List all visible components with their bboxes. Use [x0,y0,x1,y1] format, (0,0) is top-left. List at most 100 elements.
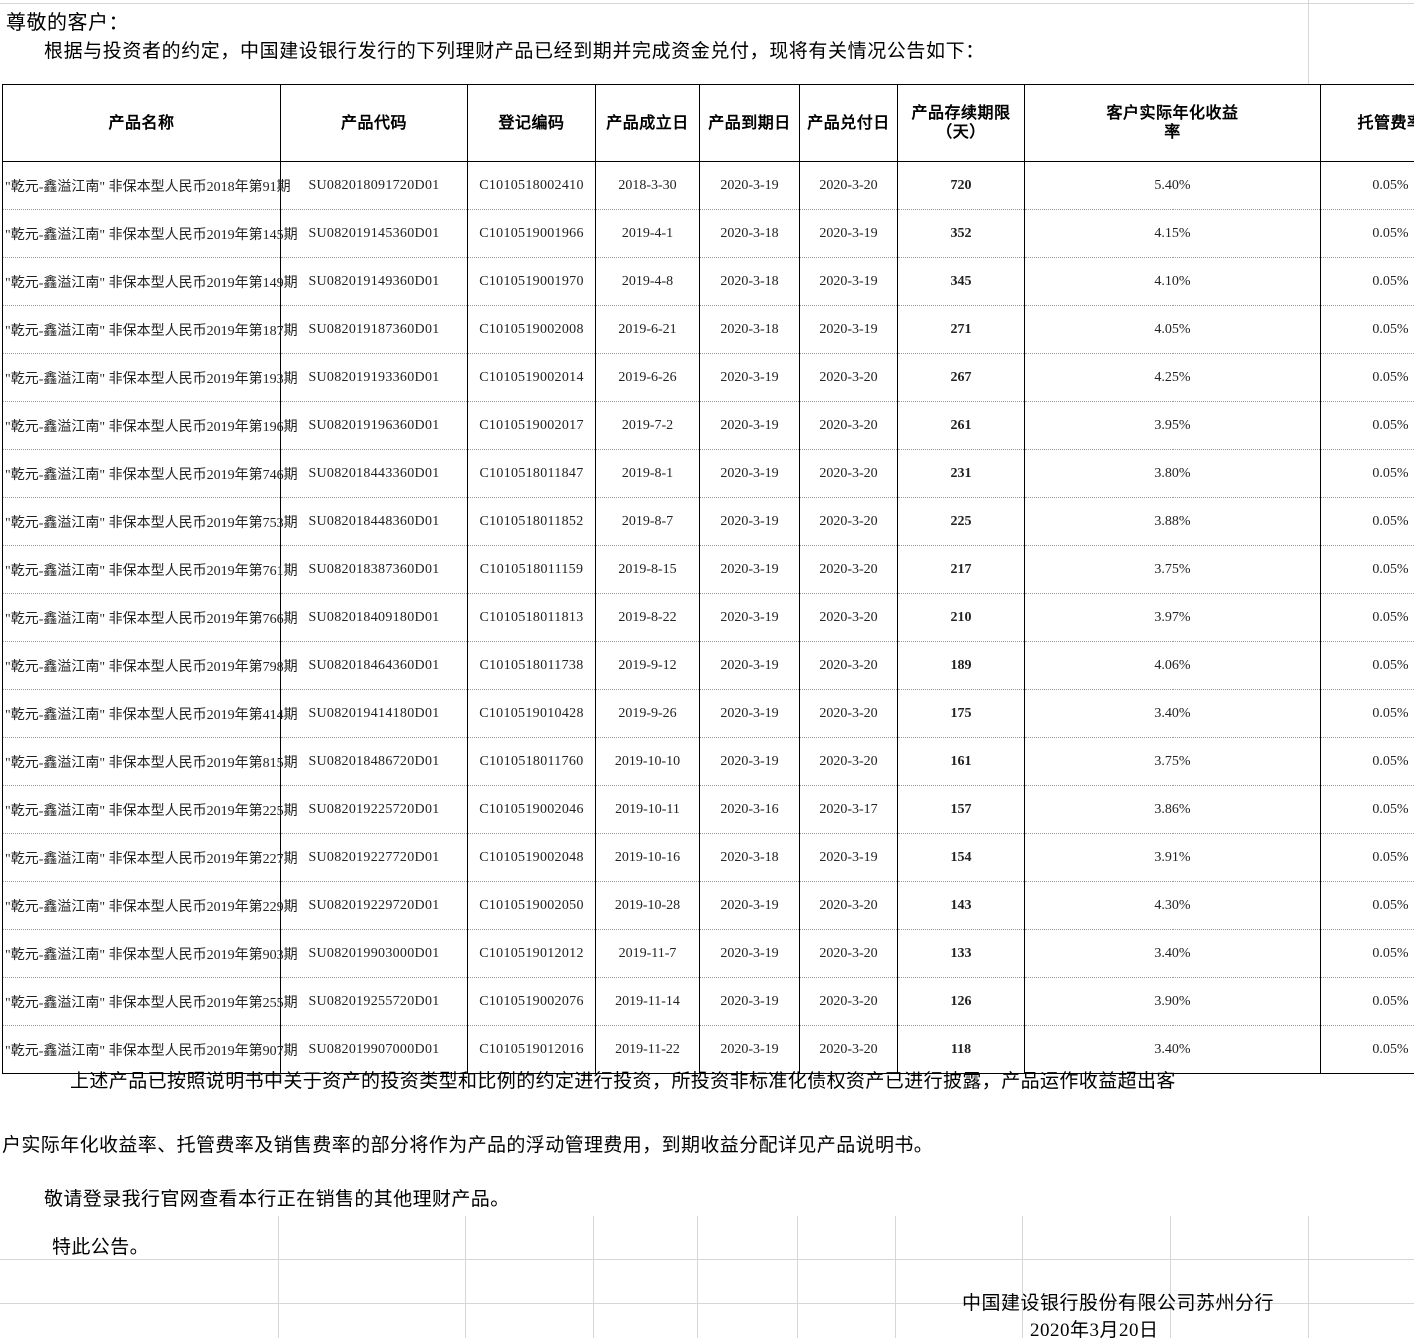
cell-payment-date: 2020-3-20 [800,546,898,594]
cell-product-name: "乾元-鑫溢江南" 非保本型人民币2019年第193期 [3,354,281,402]
cell-payment-date: 2020-3-20 [800,498,898,546]
cell-product-code: SU082018091720D01 [281,162,468,210]
col-header-registration: 登记编码 [468,85,596,162]
cell-duration-days: 143 [898,882,1025,930]
cell-duration-days: 225 [898,498,1025,546]
cell-product-name: "乾元-鑫溢江南" 非保本型人民币2019年第903期 [3,930,281,978]
cell-customer-rate: 3.88% [1025,498,1321,546]
cell-start-date: 2019-8-15 [596,546,700,594]
cell-payment-date: 2020-3-19 [800,258,898,306]
cell-start-date: 2018-3-30 [596,162,700,210]
cell-duration-days: 157 [898,786,1025,834]
cell-start-date: 2019-10-11 [596,786,700,834]
cell-payment-date: 2020-3-20 [800,978,898,1026]
cell-product-name: "乾元-鑫溢江南" 非保本型人民币2019年第753期 [3,498,281,546]
cell-product-name: "乾元-鑫溢江南" 非保本型人民币2019年第766期 [3,594,281,642]
gridline-v [1308,1216,1309,1338]
cell-start-date: 2019-6-26 [596,354,700,402]
cell-maturity-date: 2020-3-18 [700,306,800,354]
cell-custody-fee: 0.05% [1321,306,1414,354]
cell-registration: C1010519002048 [468,834,596,882]
cell-product-code: SU082019225720D01 [281,786,468,834]
cell-product-code: SU082018387360D01 [281,546,468,594]
cell-custody-fee: 0.05% [1321,498,1414,546]
cell-custody-fee: 0.05% [1321,1026,1414,1074]
cell-product-code: SU082018464360D01 [281,642,468,690]
footer-paragraph-3: 敬请登录我行官网查看本行正在销售的其他理财产品。 [44,1184,510,1211]
cell-customer-rate: 3.97% [1025,594,1321,642]
cell-customer-rate: 4.06% [1025,642,1321,690]
cell-start-date: 2019-10-10 [596,738,700,786]
intro-block: 尊敬的客户： 根据与投资者的约定，中国建设银行发行的下列理财产品已经到期并完成资… [0,0,1414,82]
cell-duration-days: 133 [898,930,1025,978]
cell-product-name: "乾元-鑫溢江南" 非保本型人民币2019年第145期 [3,210,281,258]
cell-customer-rate: 5.40% [1025,162,1321,210]
cell-start-date: 2019-11-14 [596,978,700,1026]
cell-registration: C1010518011159 [468,546,596,594]
cell-custody-fee: 0.05% [1321,594,1414,642]
cell-customer-rate: 3.40% [1025,930,1321,978]
cell-start-date: 2019-4-1 [596,210,700,258]
cell-customer-rate: 3.91% [1025,834,1321,882]
cell-start-date: 2019-9-26 [596,690,700,738]
gridline-v [1170,1216,1171,1338]
cell-start-date: 2019-9-12 [596,642,700,690]
cell-registration: C1010518011813 [468,594,596,642]
cell-custody-fee: 0.05% [1321,834,1414,882]
cell-registration: C1010519001970 [468,258,596,306]
cell-product-code: SU082018443360D01 [281,450,468,498]
cell-product-name: "乾元-鑫溢江南" 非保本型人民币2019年第746期 [3,450,281,498]
footer-paragraph-4: 特此公告。 [52,1232,149,1259]
cell-registration: C1010518002410 [468,162,596,210]
cell-customer-rate: 4.30% [1025,882,1321,930]
cell-maturity-date: 2020-3-19 [700,642,800,690]
cell-customer-rate: 4.15% [1025,210,1321,258]
cell-maturity-date: 2020-3-19 [700,162,800,210]
col-header-start-date: 产品成立日 [596,85,700,162]
col-header-product-name: 产品名称 [3,85,281,162]
cell-product-code: SU082019187360D01 [281,306,468,354]
cell-payment-date: 2020-3-20 [800,738,898,786]
cell-start-date: 2019-10-16 [596,834,700,882]
cell-custody-fee: 0.05% [1321,258,1414,306]
gridline-v [895,1216,896,1338]
col-header-custody-fee: 托管费率 [1321,85,1414,162]
cell-payment-date: 2020-3-20 [800,402,898,450]
gridline-v [1022,1216,1023,1338]
cell-custody-fee: 0.05% [1321,354,1414,402]
cell-registration: C1010519002008 [468,306,596,354]
product-maturity-table: 产品名称 产品代码 登记编码 产品成立日 产品到期日 产品兑付日 产品存续期限 … [2,84,1414,1074]
cell-product-name: "乾元-鑫溢江南" 非保本型人民币2019年第815期 [3,738,281,786]
cell-start-date: 2019-8-7 [596,498,700,546]
cell-payment-date: 2020-3-19 [800,306,898,354]
col-header-payment-date: 产品兑付日 [800,85,898,162]
cell-registration: C1010519001966 [468,210,596,258]
cell-duration-days: 261 [898,402,1025,450]
cell-maturity-date: 2020-3-19 [700,738,800,786]
cell-product-name: "乾元-鑫溢江南" 非保本型人民币2019年第149期 [3,258,281,306]
cell-registration: C1010518011738 [468,642,596,690]
cell-custody-fee: 0.05% [1321,978,1414,1026]
col-header-customer-rate-line1: 客户实际年化收益 [1107,105,1239,122]
cell-maturity-date: 2020-3-19 [700,594,800,642]
cell-product-code: SU082019414180D01 [281,690,468,738]
cell-maturity-date: 2020-3-19 [700,498,800,546]
cell-custody-fee: 0.05% [1321,786,1414,834]
cell-product-name: "乾元-鑫溢江南" 非保本型人民币2018年第91期 [3,162,281,210]
cell-maturity-date: 2020-3-19 [700,546,800,594]
salutation: 尊敬的客户： [6,6,129,35]
col-header-product-code: 产品代码 [281,85,468,162]
cell-product-code: SU082019149360D01 [281,258,468,306]
gridline-v [465,1216,466,1338]
cell-maturity-date: 2020-3-19 [700,930,800,978]
cell-custody-fee: 0.05% [1321,738,1414,786]
cell-maturity-date: 2020-3-19 [700,354,800,402]
